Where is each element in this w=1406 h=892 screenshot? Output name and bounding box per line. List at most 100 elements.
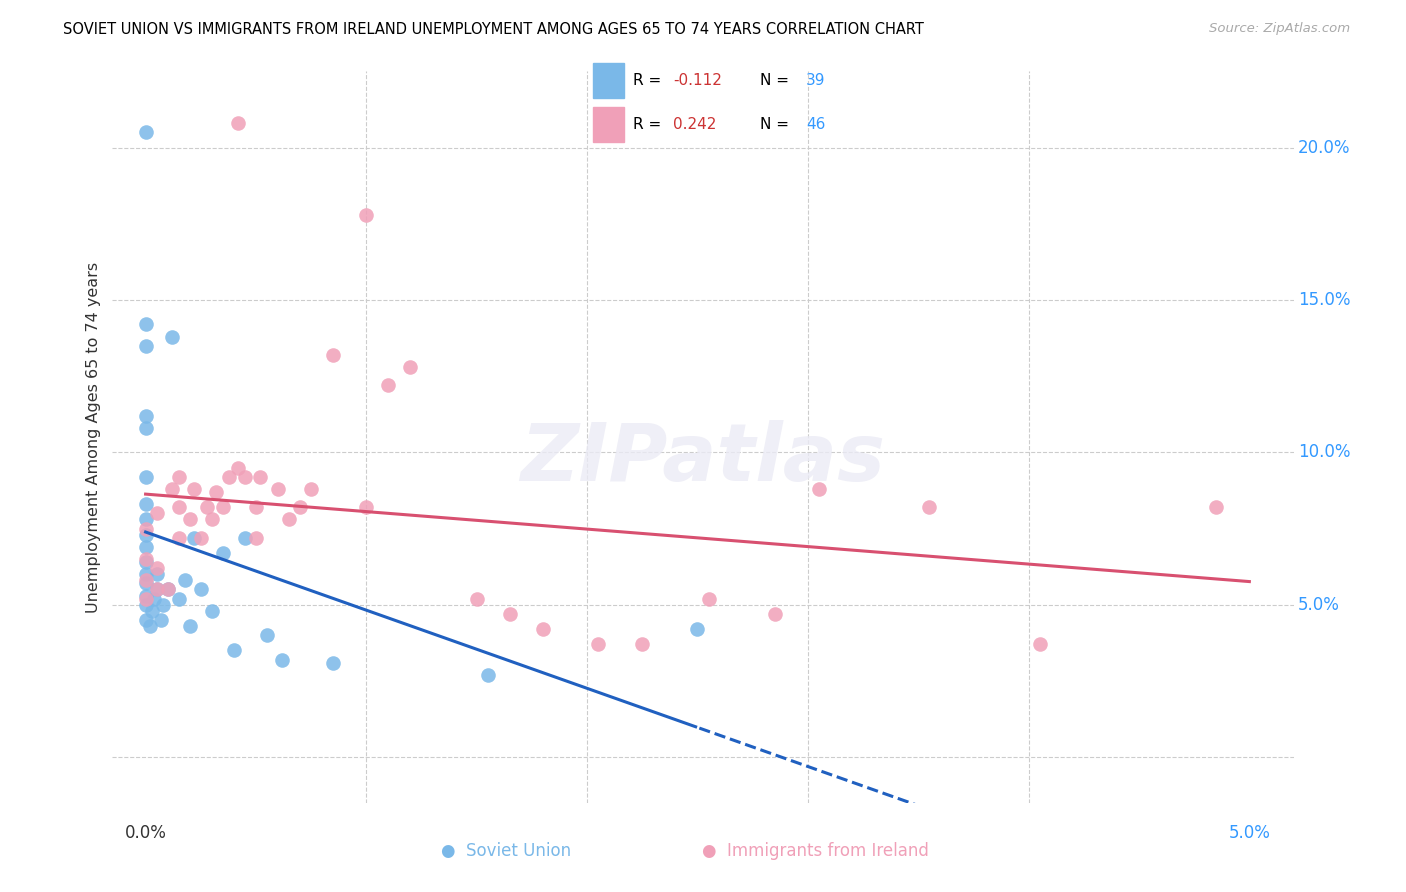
- Point: [135, 540, 157, 554]
- Point: [135, 421, 157, 435]
- Text: ●  Soviet Union: ● Soviet Union: [441, 842, 571, 860]
- Point: [477, 667, 499, 681]
- Point: [152, 598, 174, 612]
- Point: [183, 531, 205, 545]
- Point: [278, 512, 301, 526]
- Point: [233, 531, 256, 545]
- Point: [179, 512, 201, 526]
- Point: [145, 567, 167, 582]
- Point: [167, 500, 190, 515]
- Text: SOVIET UNION VS IMMIGRANTS FROM IRELAND UNEMPLOYMENT AMONG AGES 65 TO 74 YEARS C: SOVIET UNION VS IMMIGRANTS FROM IRELAND …: [63, 22, 924, 37]
- Point: [222, 643, 245, 657]
- Point: [139, 619, 162, 633]
- Text: N =: N =: [759, 117, 793, 132]
- Point: [245, 500, 267, 515]
- Point: [531, 622, 554, 636]
- Point: [135, 552, 157, 566]
- Text: R =: R =: [633, 72, 666, 87]
- Point: [135, 613, 157, 627]
- Point: [135, 576, 157, 591]
- Text: Source: ZipAtlas.com: Source: ZipAtlas.com: [1209, 22, 1350, 36]
- Point: [918, 500, 941, 515]
- Point: [233, 469, 256, 483]
- Bar: [593, 108, 624, 142]
- Point: [145, 561, 167, 575]
- Point: [356, 208, 378, 222]
- Point: [156, 582, 179, 597]
- Point: [135, 339, 157, 353]
- Point: [697, 591, 720, 606]
- Point: [807, 482, 830, 496]
- Point: [135, 318, 157, 332]
- Point: [212, 546, 235, 560]
- Point: [135, 567, 157, 582]
- Point: [763, 607, 786, 621]
- Text: 39: 39: [806, 72, 825, 87]
- Y-axis label: Unemployment Among Ages 65 to 74 years: Unemployment Among Ages 65 to 74 years: [86, 261, 101, 613]
- Text: R =: R =: [633, 117, 666, 132]
- Point: [167, 469, 190, 483]
- Point: [135, 574, 157, 588]
- Text: ●  Immigrants from Ireland: ● Immigrants from Ireland: [702, 842, 929, 860]
- Point: [160, 329, 183, 343]
- Point: [256, 628, 278, 642]
- Point: [205, 485, 228, 500]
- Point: [135, 512, 157, 526]
- Point: [160, 482, 183, 496]
- Point: [145, 506, 167, 520]
- Point: [399, 359, 422, 374]
- Text: 15.0%: 15.0%: [1298, 291, 1350, 309]
- Text: -0.112: -0.112: [673, 72, 723, 87]
- Point: [145, 582, 167, 597]
- Point: [190, 582, 212, 597]
- Text: 46: 46: [806, 117, 825, 132]
- Point: [135, 527, 157, 541]
- Text: 5.0%: 5.0%: [1229, 824, 1270, 842]
- Point: [201, 604, 224, 618]
- Point: [135, 521, 157, 535]
- Point: [299, 482, 322, 496]
- Point: [135, 598, 157, 612]
- Point: [245, 531, 267, 545]
- Point: [288, 500, 311, 515]
- Point: [322, 348, 344, 362]
- Point: [145, 582, 167, 597]
- Point: [686, 622, 709, 636]
- Point: [201, 512, 224, 526]
- Point: [322, 656, 344, 670]
- Point: [150, 613, 173, 627]
- Point: [465, 591, 488, 606]
- Point: [135, 469, 157, 483]
- Point: [197, 500, 219, 515]
- Point: [156, 582, 179, 597]
- Point: [226, 116, 249, 130]
- Point: [1028, 637, 1050, 651]
- Point: [267, 482, 290, 496]
- Text: 0.242: 0.242: [673, 117, 717, 132]
- Point: [135, 125, 157, 139]
- Text: ZIPatlas: ZIPatlas: [520, 420, 886, 498]
- Point: [218, 469, 240, 483]
- Point: [167, 531, 190, 545]
- Text: 0.0%: 0.0%: [125, 824, 166, 842]
- Point: [377, 378, 399, 392]
- Point: [167, 591, 190, 606]
- Point: [179, 619, 201, 633]
- Point: [499, 607, 522, 621]
- Point: [1205, 500, 1227, 515]
- Point: [212, 500, 235, 515]
- Point: [135, 591, 157, 606]
- Text: 5.0%: 5.0%: [1298, 596, 1340, 614]
- Point: [141, 604, 163, 618]
- Point: [190, 531, 212, 545]
- Point: [356, 500, 378, 515]
- Bar: [593, 63, 624, 98]
- Point: [271, 652, 294, 666]
- Point: [135, 497, 157, 511]
- Point: [135, 409, 157, 423]
- Point: [174, 574, 197, 588]
- Point: [143, 591, 166, 606]
- Point: [135, 589, 157, 603]
- Point: [183, 482, 205, 496]
- Text: 10.0%: 10.0%: [1298, 443, 1350, 461]
